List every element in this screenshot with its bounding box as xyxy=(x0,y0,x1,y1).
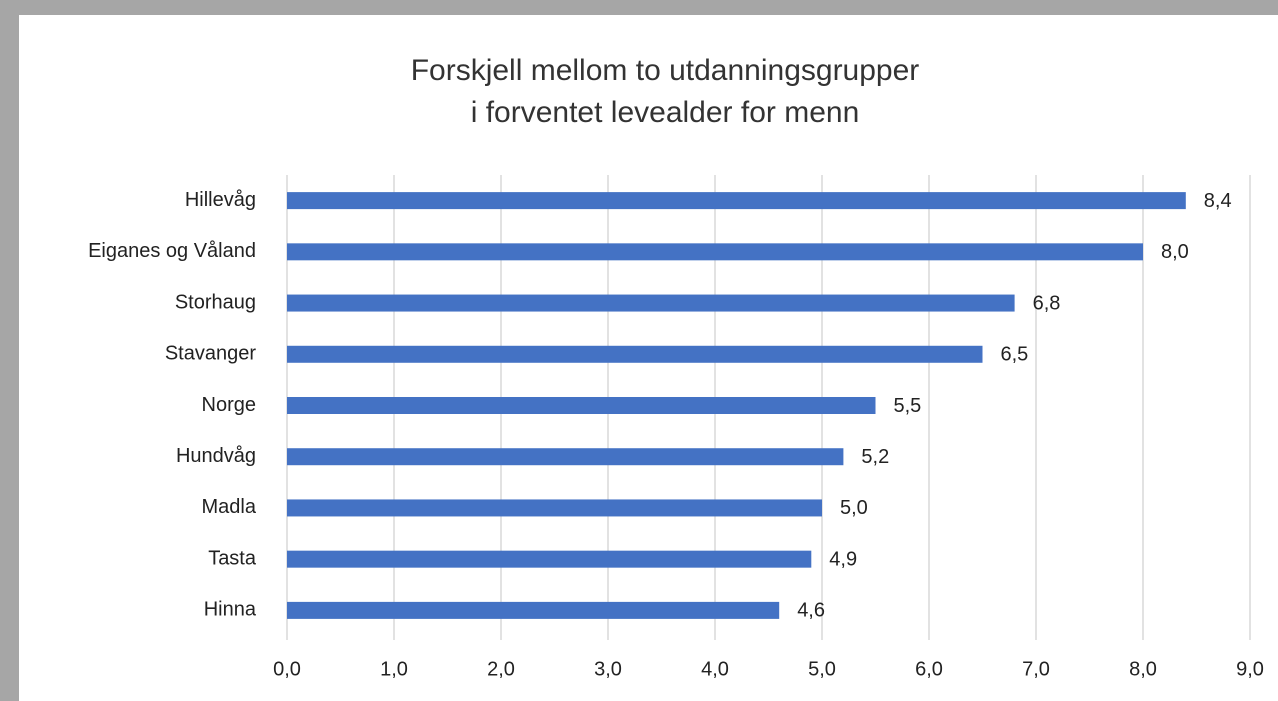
x-tick-label: 3,0 xyxy=(594,658,622,680)
bar xyxy=(287,448,844,466)
chart-title: Forskjell mellom to utdanningsgrupper xyxy=(411,54,920,87)
y-tick-label: Hillevåg xyxy=(185,189,256,211)
data-label: 5,2 xyxy=(861,446,889,468)
bar xyxy=(287,499,822,517)
x-tick-label: 6,0 xyxy=(915,658,943,680)
bar xyxy=(287,192,1186,210)
x-tick-label: 1,0 xyxy=(380,658,408,680)
x-tick-label: 4,0 xyxy=(701,658,729,680)
y-tick-label: Madla xyxy=(202,496,257,518)
data-label: 4,9 xyxy=(829,548,857,570)
x-tick-label: 5,0 xyxy=(808,658,836,680)
data-label: 5,5 xyxy=(894,395,922,417)
x-tick-label: 9,0 xyxy=(1236,658,1264,680)
data-label: 6,5 xyxy=(1001,344,1029,366)
data-label: 6,8 xyxy=(1033,292,1061,314)
x-tick-label: 2,0 xyxy=(487,658,515,680)
bar xyxy=(287,550,812,568)
chart-title: i forventet levealder for menn xyxy=(471,96,860,129)
y-tick-label: Hinna xyxy=(204,599,257,621)
y-tick-label: Hundvåg xyxy=(176,445,256,467)
x-tick-label: 7,0 xyxy=(1022,658,1050,680)
data-label: 8,4 xyxy=(1204,190,1232,212)
x-tick-label: 8,0 xyxy=(1129,658,1157,680)
data-label: 8,0 xyxy=(1161,241,1189,263)
bar xyxy=(287,397,876,414)
data-label: 5,0 xyxy=(840,497,868,519)
y-tick-label: Tasta xyxy=(208,547,257,569)
x-tick-label: 0,0 xyxy=(273,658,301,680)
bar xyxy=(287,294,1015,312)
y-tick-label: Stavanger xyxy=(165,343,257,365)
y-tick-label: Storhaug xyxy=(175,291,256,313)
bar xyxy=(287,345,983,363)
bar xyxy=(287,243,1143,261)
bar xyxy=(287,601,780,619)
y-tick-label: Norge xyxy=(202,394,256,416)
y-tick-label: Eiganes og Våland xyxy=(88,240,256,262)
data-label: 4,6 xyxy=(797,600,825,622)
